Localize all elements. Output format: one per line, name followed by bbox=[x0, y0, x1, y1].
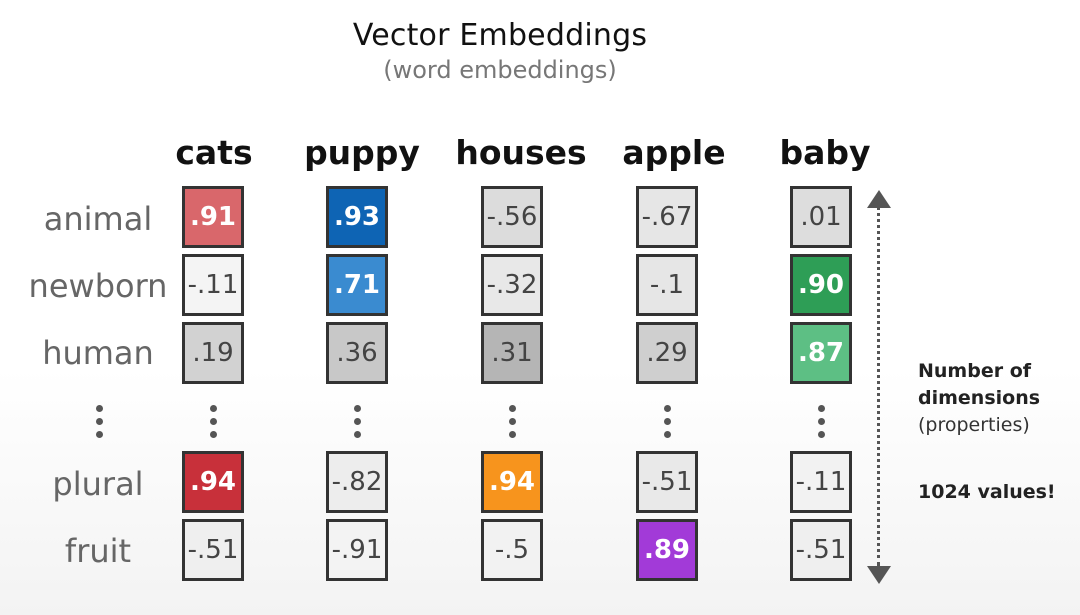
cell-apple-human: .29 bbox=[636, 322, 698, 384]
cell-houses-human: .31 bbox=[481, 322, 543, 384]
column-header-cats: cats bbox=[175, 133, 253, 172]
cell-houses-newborn: -.32 bbox=[481, 254, 543, 316]
cell-cats-newborn: -.11 bbox=[182, 254, 244, 316]
cell-houses-plural: .94 bbox=[481, 451, 543, 513]
cell-houses-animal: -.56 bbox=[481, 186, 543, 248]
column-header-houses: houses bbox=[455, 133, 587, 172]
dimensions-note: Number of dimensions (properties) bbox=[918, 358, 1040, 439]
cell-baby-animal: .01 bbox=[790, 186, 852, 248]
ellipsis-apple bbox=[662, 405, 672, 445]
row-label-human: human bbox=[42, 334, 154, 372]
cell-puppy-newborn: .71 bbox=[326, 254, 388, 316]
cell-apple-newborn: -.1 bbox=[636, 254, 698, 316]
arrow-up-icon bbox=[867, 190, 891, 208]
cell-puppy-animal: .93 bbox=[326, 186, 388, 248]
ellipsis-cats bbox=[208, 405, 218, 445]
ellipsis-puppy bbox=[352, 405, 362, 445]
column-header-puppy: puppy bbox=[304, 133, 420, 172]
ellipsis-houses bbox=[507, 405, 517, 445]
cell-baby-fruit: -.51 bbox=[790, 519, 852, 581]
column-header-baby: baby bbox=[779, 133, 871, 172]
diagram-title: Vector Embeddings bbox=[352, 18, 648, 53]
dimension-axis-line bbox=[877, 200, 880, 566]
cell-baby-plural: -.11 bbox=[790, 451, 852, 513]
cell-puppy-human: .36 bbox=[326, 322, 388, 384]
ellipsis-baby bbox=[816, 405, 826, 445]
cell-cats-plural: .94 bbox=[182, 451, 244, 513]
note-line-4: 1024 values! bbox=[918, 481, 1056, 503]
note-line-3: (properties) bbox=[918, 414, 1030, 436]
cell-apple-plural: -.51 bbox=[636, 451, 698, 513]
values-count-note: 1024 values! bbox=[918, 479, 1056, 506]
cell-baby-newborn: .90 bbox=[790, 254, 852, 316]
cell-cats-fruit: -.51 bbox=[182, 519, 244, 581]
note-line-2: dimensions bbox=[918, 387, 1041, 409]
cell-puppy-fruit: -.91 bbox=[326, 519, 388, 581]
cell-cats-animal: .91 bbox=[182, 186, 244, 248]
cell-houses-fruit: -.5 bbox=[481, 519, 543, 581]
cell-apple-fruit: .89 bbox=[636, 519, 698, 581]
diagram-subtitle: (word embeddings) bbox=[383, 56, 617, 84]
cell-puppy-plural: -.82 bbox=[326, 451, 388, 513]
ellipsis-rowlabels bbox=[94, 405, 104, 445]
cell-apple-animal: -.67 bbox=[636, 186, 698, 248]
column-header-apple: apple bbox=[622, 133, 726, 172]
cell-baby-human: .87 bbox=[790, 322, 852, 384]
cell-cats-human: .19 bbox=[182, 322, 244, 384]
note-line-1: Number of bbox=[918, 360, 1032, 382]
arrow-down-icon bbox=[867, 566, 891, 584]
row-label-fruit: fruit bbox=[64, 532, 132, 570]
row-label-animal: animal bbox=[43, 200, 153, 238]
row-label-newborn: newborn bbox=[28, 267, 168, 305]
row-label-plural: plural bbox=[52, 465, 144, 503]
